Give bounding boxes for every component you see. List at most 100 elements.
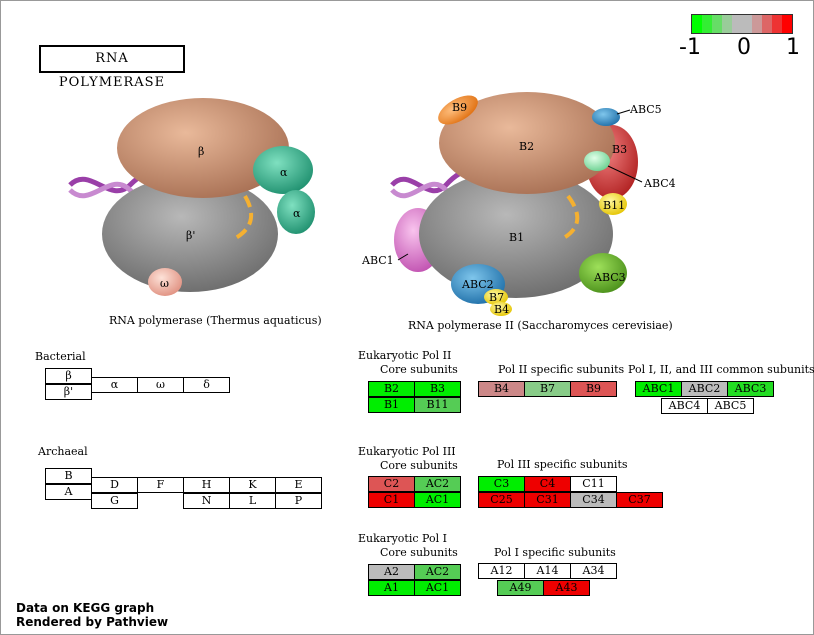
arch-cell-p: P xyxy=(275,493,322,509)
bacterial-caption: RNA polymerase (Thermus aquaticus) xyxy=(109,314,322,327)
pol3-heading: Eukaryotic Pol III xyxy=(358,445,456,458)
common-abc3[interactable]: ABC3 xyxy=(727,381,774,397)
abc3-subunit xyxy=(579,253,627,293)
pol1-core-ac1[interactable]: AC1 xyxy=(414,580,461,596)
arch-cell-k: K xyxy=(229,477,276,493)
legend-swatch-1 xyxy=(692,15,702,33)
beta-prime-subunit xyxy=(102,176,278,292)
b9-subunit xyxy=(438,95,478,125)
pol3-core-c2[interactable]: C2 xyxy=(368,476,415,492)
rna-transcript xyxy=(231,194,254,242)
common-abc1[interactable]: ABC1 xyxy=(635,381,682,397)
arch-cell-n: N xyxy=(183,493,230,509)
beta-prime-label: β' xyxy=(186,229,196,242)
abc4-subunit xyxy=(584,151,610,171)
legend-swatch-10 xyxy=(782,15,792,33)
pol2-core-b2[interactable]: B2 xyxy=(368,381,415,397)
arch-cell-a: A xyxy=(45,484,92,500)
pol2-core-b11[interactable]: B11 xyxy=(414,397,461,413)
pol3-spec-c31[interactable]: C31 xyxy=(524,492,571,508)
legend-swatch-5 xyxy=(732,15,742,33)
pol1-spec-a43[interactable]: A43 xyxy=(543,580,590,596)
pol2-spec-b9[interactable]: B9 xyxy=(570,381,617,397)
omega-label: ω xyxy=(160,277,169,290)
pol3-core-ac2[interactable]: AC2 xyxy=(414,476,461,492)
b4-label: B4 xyxy=(494,303,510,316)
pol1-spec-a34[interactable]: A34 xyxy=(570,563,617,579)
pol3-core-ac1[interactable]: AC1 xyxy=(414,492,461,508)
bacterial-heading: Bacterial xyxy=(35,350,86,363)
pol3-spec-c11[interactable]: C11 xyxy=(570,476,617,492)
common-abc2[interactable]: ABC2 xyxy=(681,381,728,397)
pol2-specific-heading: Pol II specific subunits xyxy=(498,363,625,376)
b11-label: B11 xyxy=(603,199,626,212)
alpha1-label: α xyxy=(280,166,288,179)
legend-swatch-2 xyxy=(702,15,712,33)
b2-subunit xyxy=(439,92,615,194)
b4-subunit xyxy=(490,302,512,316)
rna-transcript xyxy=(559,194,580,242)
beta-label: β xyxy=(198,145,205,158)
alpha-subunit-2 xyxy=(277,190,315,234)
pol1-core-ac2[interactable]: AC2 xyxy=(414,564,461,580)
yeast-polymerase-illustration xyxy=(390,92,643,316)
omega-subunit xyxy=(148,268,182,296)
pol1-core-a1[interactable]: A1 xyxy=(368,580,415,596)
pol1-spec-a14[interactable]: A14 xyxy=(524,563,571,579)
b11-subunit xyxy=(599,193,627,215)
bact-cell-beta-prime: β' xyxy=(45,384,92,400)
pol2-spec-b4[interactable]: B4 xyxy=(478,381,525,397)
legend-mid-label: 0 xyxy=(737,35,751,60)
footer-rendered-by: Rendered by Pathview xyxy=(16,615,169,629)
pol3-spec-c4[interactable]: C4 xyxy=(524,476,571,492)
pol2-spec-b7[interactable]: B7 xyxy=(524,381,571,397)
abc1-leader xyxy=(397,253,409,261)
arch-cell-f: F xyxy=(137,477,184,493)
pol3-spec-c34[interactable]: C34 xyxy=(570,492,617,508)
arch-cell-h: H xyxy=(183,477,230,493)
b7-subunit xyxy=(484,289,508,305)
abc1-label: ABC1 xyxy=(362,254,394,267)
abc4-leader xyxy=(607,165,643,183)
legend-swatch-3 xyxy=(712,15,722,33)
abc5-label: ABC5 xyxy=(630,103,662,116)
pol1-spec-a49[interactable]: A49 xyxy=(497,580,544,596)
abc4-label: ABC4 xyxy=(644,177,676,190)
pol1-core-a2[interactable]: A2 xyxy=(368,564,415,580)
abc5-leader xyxy=(616,109,631,115)
pol2-heading: Eukaryotic Pol II xyxy=(358,349,452,362)
bact-cell-delta: δ xyxy=(183,377,230,393)
pol2-core-heading: Core subunits xyxy=(380,363,458,376)
legend-swatch-9 xyxy=(772,15,782,33)
color-legend: -1 0 1 xyxy=(0,0,814,70)
abc3-label: ABC3 xyxy=(594,271,626,284)
arch-cell-e: E xyxy=(275,477,322,493)
common-abc5[interactable]: ABC5 xyxy=(707,398,754,414)
b2-label: B2 xyxy=(519,140,535,153)
bact-cell-beta: β xyxy=(45,368,92,384)
diagram-title: RNA POLYMERASE xyxy=(39,45,185,90)
pol1-spec-a12[interactable]: A12 xyxy=(478,563,525,579)
common-heading: Pol I, II, and III common subunits xyxy=(628,363,814,376)
pol2-core-b3[interactable]: B3 xyxy=(414,381,461,397)
yeast-caption: RNA polymerase II (Saccharomyces cerevis… xyxy=(408,319,673,332)
pol3-core-c1[interactable]: C1 xyxy=(368,492,415,508)
polymerase-illustrations xyxy=(68,92,643,316)
archaeal-heading: Archaeal xyxy=(38,445,88,458)
pol3-core-heading: Core subunits xyxy=(380,459,458,472)
arch-cell-l: L xyxy=(229,493,276,509)
legend-max-label: 1 xyxy=(786,35,800,60)
pol1-core-heading: Core subunits xyxy=(380,546,458,559)
b1-label: B1 xyxy=(509,231,525,244)
legend-swatch-4 xyxy=(722,15,732,33)
legend-min-label: -1 xyxy=(679,35,701,60)
pol1-specific-heading: Pol I specific subunits xyxy=(494,546,616,559)
pol3-spec-c37[interactable]: C37 xyxy=(616,492,663,508)
pol2-core-b1[interactable]: B1 xyxy=(368,397,415,413)
pol3-spec-c25[interactable]: C25 xyxy=(478,492,525,508)
bact-cell-omega: ω xyxy=(137,377,184,393)
common-abc4[interactable]: ABC4 xyxy=(661,398,708,414)
pol3-spec-c3[interactable]: C3 xyxy=(478,476,525,492)
arch-cell-d: D xyxy=(91,477,138,493)
legend-border xyxy=(691,14,793,34)
